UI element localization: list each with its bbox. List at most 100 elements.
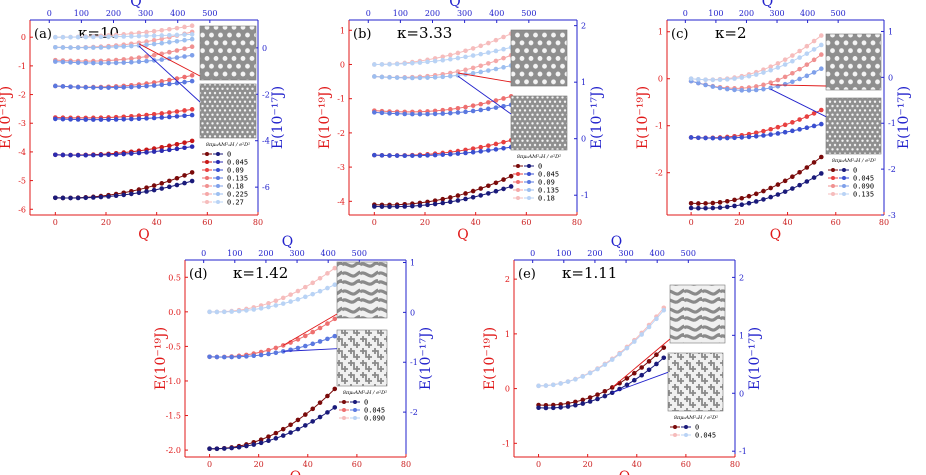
legend-marker-blue [842, 184, 846, 188]
data-point [144, 150, 149, 155]
y2-axis-title: E(10⁻¹⁷J) [589, 86, 605, 149]
data-point [417, 60, 423, 65]
data-point [595, 366, 600, 372]
data-point [136, 187, 142, 192]
data-point [654, 316, 659, 322]
data-point [493, 105, 499, 110]
data-point [448, 56, 453, 62]
inset-pointer [283, 348, 338, 352]
x-tick-label: 20 [254, 460, 264, 469]
data-point [53, 83, 58, 89]
data-point [295, 345, 301, 351]
data-point [207, 309, 212, 315]
data-point [819, 33, 824, 38]
data-point [478, 69, 484, 75]
x2-axis-title: Q [449, 0, 460, 10]
inset-pointer [457, 75, 512, 115]
blue-series-0 [372, 184, 514, 210]
data-point [295, 297, 301, 302]
data-point [440, 54, 446, 60]
x2-axis-title: Q [282, 234, 293, 250]
data-point [167, 110, 172, 115]
y2-tick-label: -2 [888, 165, 896, 174]
data-point [167, 114, 172, 120]
data-point [493, 48, 499, 54]
x-tick-label: 80 [730, 460, 740, 469]
data-point [98, 60, 104, 66]
data-point [317, 288, 323, 294]
x2-tick-label: 300 [618, 249, 633, 258]
legend-marker-blue [842, 168, 846, 172]
data-point [113, 85, 119, 90]
data-point [632, 339, 637, 344]
data-point [440, 200, 446, 206]
x2-tick-label: 100 [556, 249, 571, 258]
data-point [624, 382, 630, 388]
data-point [448, 110, 453, 116]
data-point [470, 65, 476, 71]
y-tick-label: -1 [502, 439, 510, 448]
data-point [113, 152, 119, 157]
legend-label: 0 [364, 399, 368, 407]
data-point [410, 153, 415, 158]
blue-series-0 [207, 405, 338, 452]
data-point [508, 173, 514, 179]
data-point [782, 178, 788, 184]
legend-marker-red [205, 160, 209, 164]
data-point [310, 341, 315, 347]
data-point [295, 417, 301, 423]
data-point [151, 33, 157, 39]
data-point [394, 61, 400, 67]
data-point [83, 85, 89, 90]
data-point [797, 76, 802, 82]
data-point [83, 60, 89, 66]
data-point [182, 180, 187, 186]
data-point [83, 195, 89, 201]
data-point [470, 46, 476, 51]
series-line [691, 156, 822, 204]
data-point [486, 40, 491, 46]
data-point [106, 117, 111, 122]
data-point [417, 203, 423, 208]
x2-tick-label: 400 [650, 249, 665, 258]
data-point [470, 103, 476, 108]
legend-label: 0.09 [538, 179, 555, 187]
legend-label: 0.225 [227, 191, 248, 199]
data-point [68, 117, 73, 122]
data-point [53, 152, 58, 158]
data-point [280, 349, 286, 354]
data-point [463, 150, 468, 156]
data-point [151, 41, 157, 47]
data-point [273, 350, 279, 356]
morphology-inset [336, 261, 388, 319]
legend-label: 0.090 [853, 183, 874, 191]
data-point [207, 354, 212, 360]
y-tick-label: -2 [18, 91, 26, 100]
data-point [558, 405, 563, 410]
morphology-inset [510, 29, 568, 87]
data-point [75, 117, 81, 122]
data-point [478, 51, 484, 57]
data-point [159, 181, 165, 186]
series-line [538, 347, 665, 406]
x-tick-label: 40 [782, 218, 792, 227]
inset-pointer [770, 88, 827, 118]
x2-tick-label: 0 [201, 249, 206, 258]
y-axis-title: E(10⁻¹⁹J) [153, 327, 169, 390]
data-point [587, 370, 593, 376]
data-point [790, 53, 795, 58]
data-point [144, 29, 149, 35]
inset-pointer [138, 43, 201, 77]
legend-marker-red [831, 176, 835, 180]
data-point [425, 111, 430, 117]
data-point [486, 106, 491, 112]
x-tick-label: 0 [536, 460, 541, 469]
y2-tick-label: 0 [262, 44, 267, 53]
data-point [432, 58, 438, 64]
data-point [402, 111, 408, 117]
data-point [508, 184, 514, 189]
morphology-inset [199, 25, 257, 81]
x2-tick-label: 300 [138, 9, 153, 18]
data-point [710, 135, 716, 141]
data-point [602, 362, 608, 367]
